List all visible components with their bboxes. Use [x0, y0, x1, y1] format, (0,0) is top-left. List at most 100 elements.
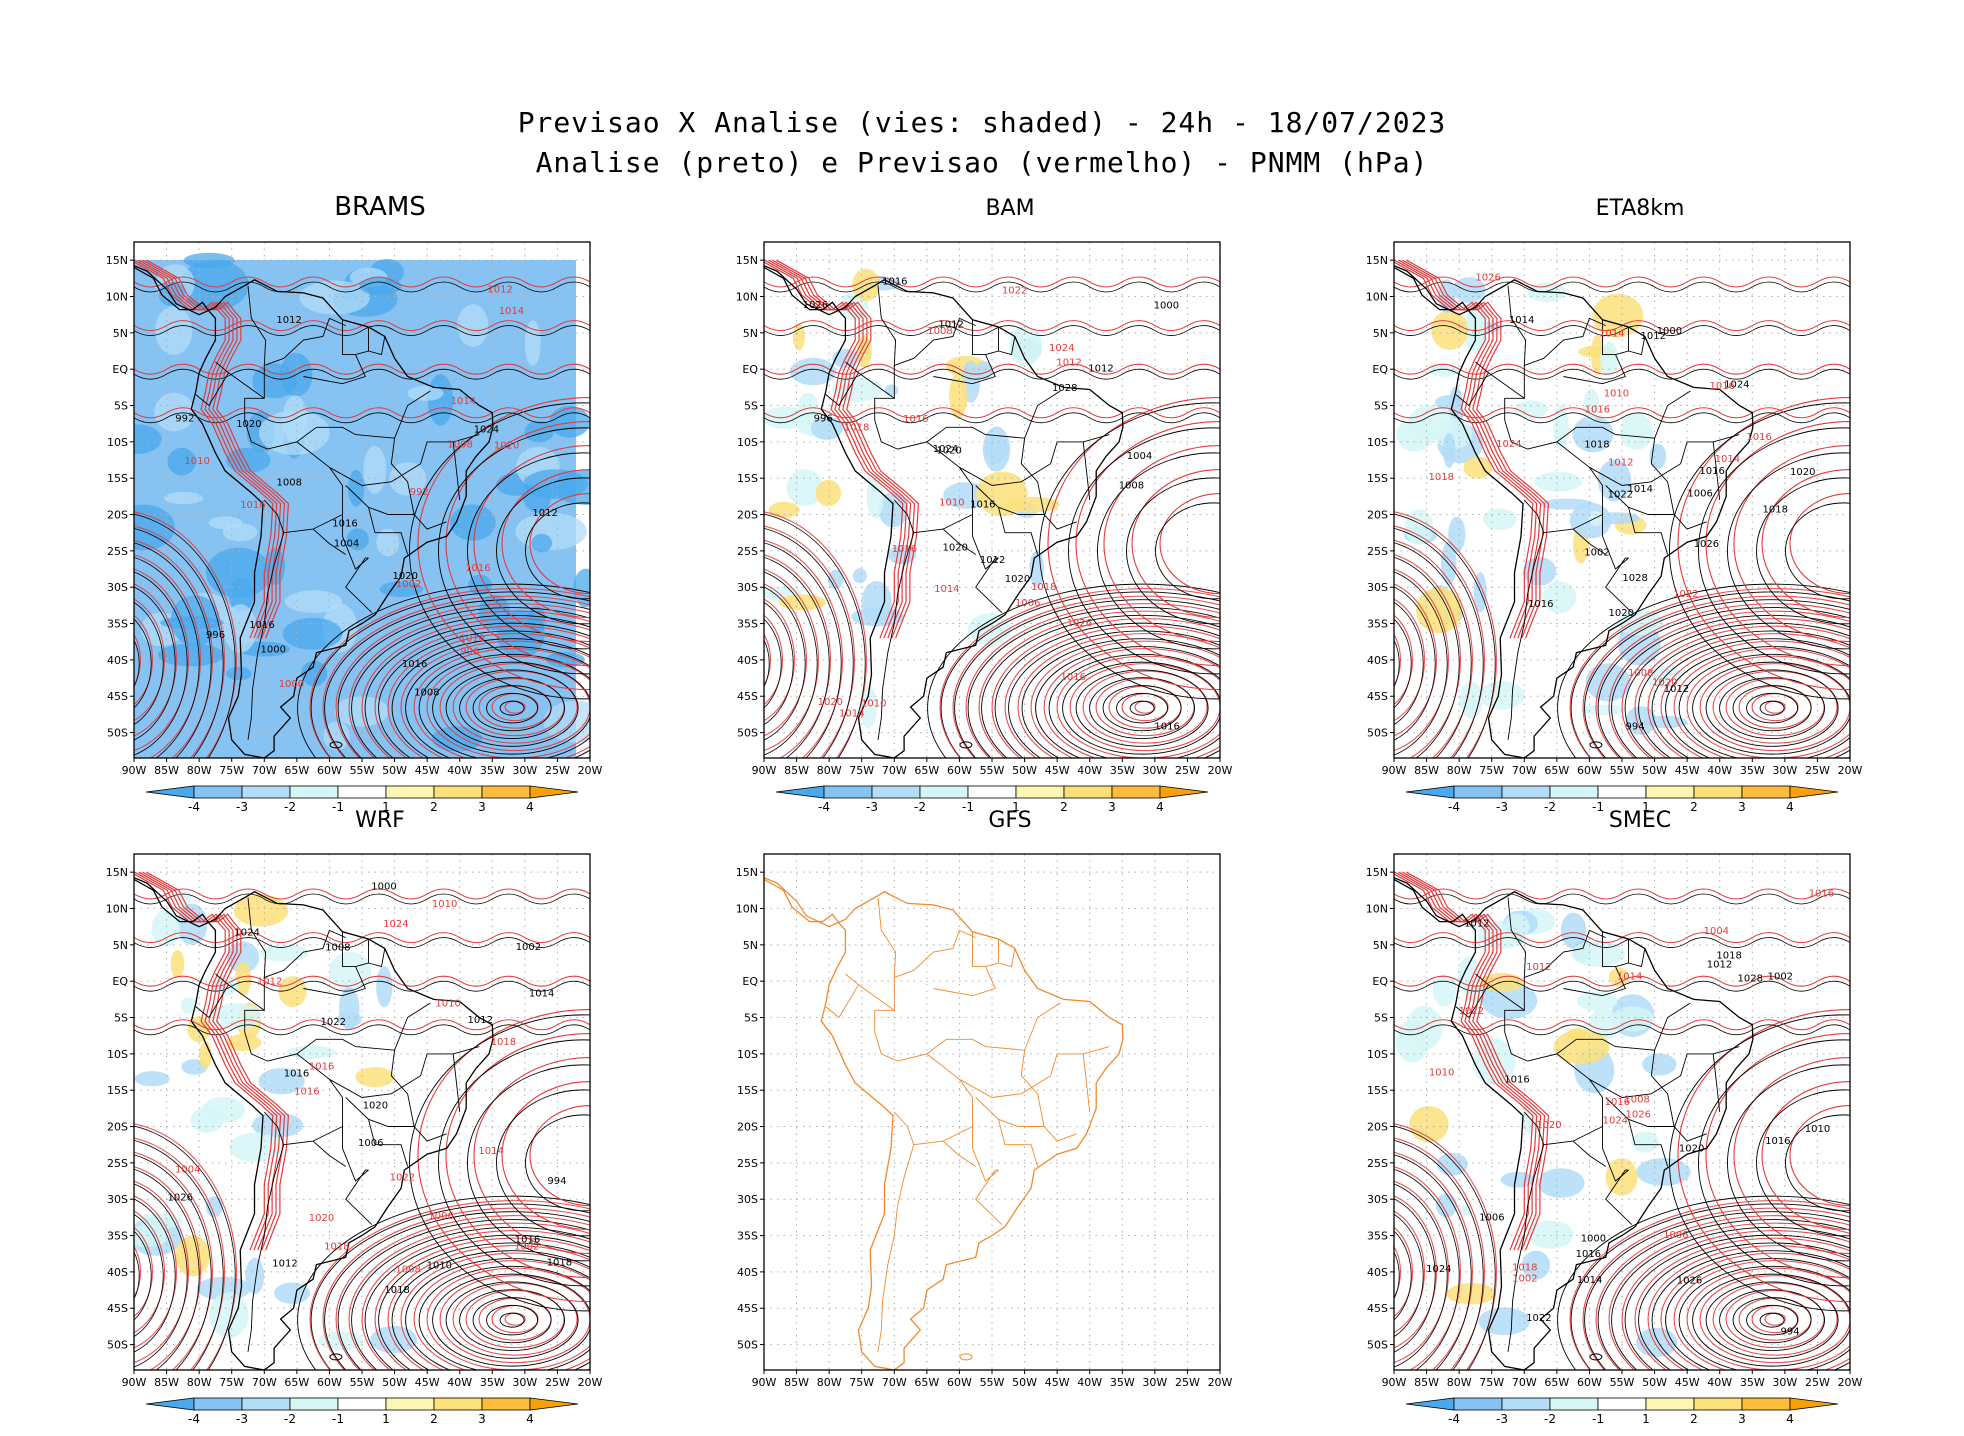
isobar-label-analysis: 1010	[427, 1260, 452, 1271]
analysis-isobar	[1062, 661, 1220, 755]
colorbar-label: -3	[1496, 1412, 1508, 1426]
isobar-label-forecast: 1004	[175, 1164, 200, 1175]
colorbar-segment	[145, 1397, 195, 1411]
country-border	[926, 1002, 1061, 1055]
isobar-label-forecast: 1016	[892, 544, 917, 555]
coastline	[764, 264, 1124, 758]
lat-label: 15S	[107, 472, 128, 485]
colorbar-label: 3	[1738, 1412, 1746, 1426]
bias-patch	[274, 1282, 310, 1304]
forecast-isobar	[417, 1009, 590, 1303]
isobar-label-analysis: 1022	[321, 1017, 346, 1028]
forecast-isobar	[134, 1210, 165, 1334]
map-eta8km: 1018101210141016102010221024102010181016…	[1366, 241, 1863, 814]
country-border	[368, 336, 386, 356]
isobar-label-forecast: 1024	[1049, 343, 1074, 354]
lon-label: 40W	[1707, 764, 1732, 777]
isobar-label-forecast: 996	[460, 646, 479, 657]
colorbar-segment	[1015, 785, 1065, 799]
isobar-label-analysis: 1012	[1641, 331, 1666, 342]
isobar-label-analysis: 1006	[1687, 488, 1712, 499]
lat-label: 10S	[737, 436, 758, 449]
isobar-label-analysis: 1008	[1119, 480, 1144, 491]
country-border	[1475, 973, 1525, 1011]
isobar-label-analysis: 1004	[1127, 451, 1152, 462]
lat-label: 15S	[737, 1084, 758, 1097]
isobar-label-analysis: 994	[1781, 1327, 1800, 1338]
country-border	[1628, 507, 1669, 555]
map-content: 1018 1012 1010 1016 1020 1022 1024 1018 1016 1014…	[134, 854, 590, 1370]
isobar-label-forecast: 1018	[491, 1037, 516, 1048]
country-border	[345, 485, 447, 530]
isobar-label-analysis: 1016	[1699, 466, 1724, 477]
isobar-label-forecast: 1020	[309, 1213, 334, 1224]
isobar-label-forecast: 1014	[839, 708, 864, 719]
bias-patch	[155, 306, 193, 355]
forecast-isobar	[1394, 888, 1850, 900]
bias-patch	[1409, 1106, 1449, 1143]
bias-patch	[1605, 1158, 1638, 1196]
forecast-isobar	[439, 1275, 590, 1364]
bias-patch	[1406, 1005, 1443, 1051]
bias-patch	[151, 909, 180, 947]
colorbar-label: -2	[284, 1412, 296, 1426]
analysis-isobar	[1597, 1219, 1850, 1370]
lat-label: 25S	[737, 1157, 758, 1170]
isobar-label-analysis: 1024	[234, 927, 259, 938]
isobar-label-analysis: 1012	[1088, 363, 1113, 374]
isobar-label-forecast: 1008	[1628, 668, 1653, 679]
lon-label: 65W	[914, 1376, 939, 1389]
bias-patch	[984, 436, 1008, 464]
analysis-isobar	[1394, 618, 1412, 709]
country-border	[1572, 1140, 1606, 1167]
bias-patch	[1479, 973, 1524, 993]
lat-label: EQ	[112, 975, 128, 988]
forecast-isobar	[764, 614, 783, 706]
lon-label: 65W	[284, 764, 309, 777]
island-outline	[959, 1353, 973, 1361]
forecast-isobar	[452, 1282, 578, 1356]
analysis-isobar	[1394, 1125, 1496, 1370]
isobar-label-forecast: 1016	[294, 1086, 319, 1097]
bias-patch	[226, 1033, 262, 1052]
isobar-label-forecast: 1026	[1067, 618, 1092, 629]
bias-patch	[1608, 967, 1629, 987]
map-brams: 1008 1012 1016 1020 1024 1016 1012 1008 1004 1000…	[106, 241, 603, 814]
forecast-isobar	[1712, 670, 1838, 744]
analysis-isobar	[297, 583, 590, 758]
colorbar-segment	[1453, 785, 1503, 799]
colorbar-label: -1	[1592, 800, 1604, 814]
forecast-isobar	[1660, 640, 1850, 758]
lon-label: 85W	[1414, 1376, 1439, 1389]
bias-patch	[164, 491, 204, 505]
country-border	[877, 1111, 915, 1352]
forecast-isobar	[134, 1019, 590, 1031]
forecast-isobar	[1595, 1215, 1850, 1370]
forecast-isobar	[764, 633, 771, 686]
country-border	[1628, 948, 1646, 968]
bias-patch	[170, 950, 185, 979]
lon-label: 65W	[1544, 1376, 1569, 1389]
lon-label: 45W	[415, 1376, 440, 1389]
country-border	[1020, 1050, 1045, 1127]
isobar-label-analysis: 1000	[261, 645, 286, 656]
analysis-isobar	[764, 513, 866, 758]
forecast-isobar	[1595, 603, 1850, 758]
lon-label: 75W	[219, 1376, 244, 1389]
forecast-isobar	[387, 1245, 590, 1370]
forecast-isobar	[1394, 1123, 1497, 1370]
bias-patch	[1583, 388, 1600, 422]
lon-label: 30W	[1772, 764, 1797, 777]
forecast-isobar	[529, 493, 590, 595]
bias-patch	[884, 384, 899, 397]
country-border	[975, 1169, 1003, 1225]
lon-label: 75W	[1479, 764, 1504, 777]
lat-label: EQ	[742, 363, 758, 376]
forecast-isobar	[1394, 614, 1413, 706]
colorbar-label: 4	[526, 1412, 534, 1426]
analysis-isobar	[1394, 1213, 1424, 1338]
country-border	[1712, 441, 1721, 501]
colorbar-segment	[193, 785, 243, 799]
lon-label: 85W	[784, 1376, 809, 1389]
forecast-isobar	[473, 445, 590, 643]
